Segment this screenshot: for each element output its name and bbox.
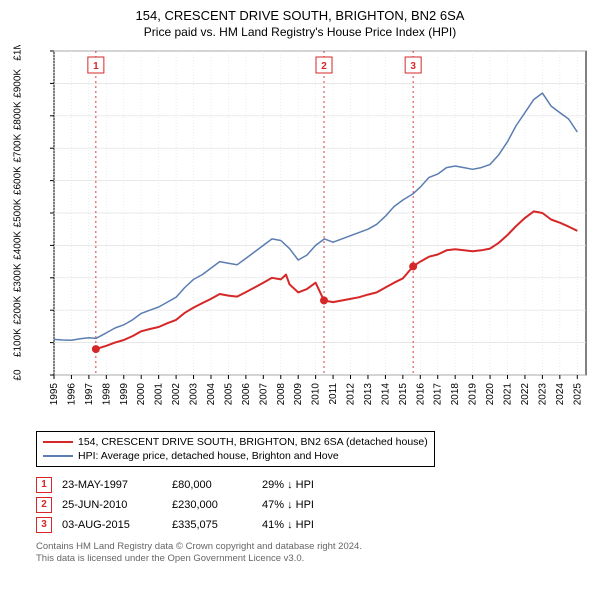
chart-subtitle: Price paid vs. HM Land Registry's House … (6, 25, 594, 39)
svg-text:2005: 2005 (223, 382, 234, 405)
annotation-delta: 29% ↓ HPI (262, 475, 324, 495)
svg-text:2020: 2020 (485, 382, 496, 405)
svg-text:2019: 2019 (468, 382, 479, 405)
table-row: 2 25-JUN-2010£230,00047% ↓ HPI (36, 495, 324, 515)
svg-text:2024: 2024 (555, 382, 566, 405)
svg-text:£200K: £200K (13, 295, 24, 324)
svg-text:£100K: £100K (13, 328, 24, 357)
svg-text:£900K: £900K (13, 69, 24, 98)
legend-swatch (43, 441, 73, 443)
svg-text:2016: 2016 (415, 382, 426, 405)
svg-text:£800K: £800K (13, 101, 24, 130)
svg-text:£300K: £300K (13, 263, 24, 292)
line-chart-svg: £0 £100K £200K £300K £400K £500K £600K £700K £80… (6, 45, 594, 425)
annotation-date: 23-MAY-1997 (62, 475, 172, 495)
annotation-delta: 47% ↓ HPI (262, 495, 324, 515)
annotation-price: £335,075 (172, 515, 262, 535)
svg-text:2023: 2023 (537, 382, 548, 405)
svg-text:£0: £0 (13, 369, 24, 381)
svg-text:1: 1 (93, 61, 99, 72)
svg-text:1999: 1999 (119, 382, 130, 405)
svg-text:2013: 2013 (363, 382, 374, 405)
annotation-price: £230,000 (172, 495, 262, 515)
svg-text:2018: 2018 (450, 382, 461, 405)
table-row: 1 23-MAY-1997£80,00029% ↓ HPI (36, 475, 324, 495)
svg-text:2: 2 (321, 61, 327, 72)
svg-text:£400K: £400K (13, 231, 24, 260)
legend: 154, CRESCENT DRIVE SOUTH, BRIGHTON, BN2… (36, 431, 435, 467)
svg-text:2015: 2015 (398, 382, 409, 405)
footer-line: This data is licensed under the Open Gov… (36, 553, 588, 565)
svg-text:2000: 2000 (136, 382, 147, 405)
svg-text:2008: 2008 (276, 382, 287, 405)
annotation-table: 1 23-MAY-1997£80,00029% ↓ HPI 2 25-JUN-2010… (36, 475, 324, 535)
chart-title: 154, CRESCENT DRIVE SOUTH, BRIGHTON, BN2… (6, 8, 594, 25)
svg-text:2017: 2017 (433, 382, 444, 405)
svg-text:2004: 2004 (206, 382, 217, 405)
table-row: 3 03-AUG-2015£335,07541% ↓ HPI (36, 515, 324, 535)
svg-text:2009: 2009 (293, 382, 304, 405)
annotation-price: £80,000 (172, 475, 262, 495)
legend-item: HPI: Average price, detached house, Brig… (43, 449, 428, 463)
svg-text:1996: 1996 (66, 382, 77, 405)
svg-text:2021: 2021 (503, 382, 514, 405)
svg-text:2006: 2006 (241, 382, 252, 405)
annotation-date: 25-JUN-2010 (62, 495, 172, 515)
svg-text:1998: 1998 (101, 382, 112, 405)
footer-text: Contains HM Land Registry data © Crown c… (36, 541, 588, 565)
svg-text:2012: 2012 (346, 382, 357, 405)
chart-container: 154, CRESCENT DRIVE SOUTH, BRIGHTON, BN2… (0, 0, 600, 590)
legend-label: 154, CRESCENT DRIVE SOUTH, BRIGHTON, BN2… (78, 436, 428, 448)
svg-text:£700K: £700K (13, 133, 24, 162)
svg-text:£600K: £600K (13, 166, 24, 195)
annotation-date: 03-AUG-2015 (62, 515, 172, 535)
annotation-number-box: 3 (36, 517, 52, 533)
svg-text:2022: 2022 (520, 382, 531, 405)
svg-text:2011: 2011 (328, 382, 339, 404)
annotation-number-box: 2 (36, 497, 52, 513)
legend-swatch (43, 455, 73, 457)
svg-text:£1M: £1M (13, 45, 24, 61)
annotation-number-box: 1 (36, 477, 52, 493)
legend-label: HPI: Average price, detached house, Brig… (78, 450, 339, 462)
svg-text:£500K: £500K (13, 198, 24, 227)
svg-text:2002: 2002 (171, 382, 182, 405)
svg-text:3: 3 (410, 61, 416, 72)
svg-text:2025: 2025 (572, 382, 583, 405)
svg-text:2010: 2010 (311, 382, 322, 405)
chart-plot: £0 £100K £200K £300K £400K £500K £600K £700K £80… (6, 45, 594, 425)
svg-text:2001: 2001 (154, 382, 165, 405)
annotation-delta: 41% ↓ HPI (262, 515, 324, 535)
svg-text:1997: 1997 (84, 382, 95, 405)
svg-text:2007: 2007 (258, 382, 269, 405)
svg-text:2014: 2014 (380, 382, 391, 405)
svg-text:2003: 2003 (189, 382, 200, 405)
legend-item: 154, CRESCENT DRIVE SOUTH, BRIGHTON, BN2… (43, 435, 428, 449)
svg-text:1995: 1995 (49, 382, 60, 405)
footer-line: Contains HM Land Registry data © Crown c… (36, 541, 588, 553)
